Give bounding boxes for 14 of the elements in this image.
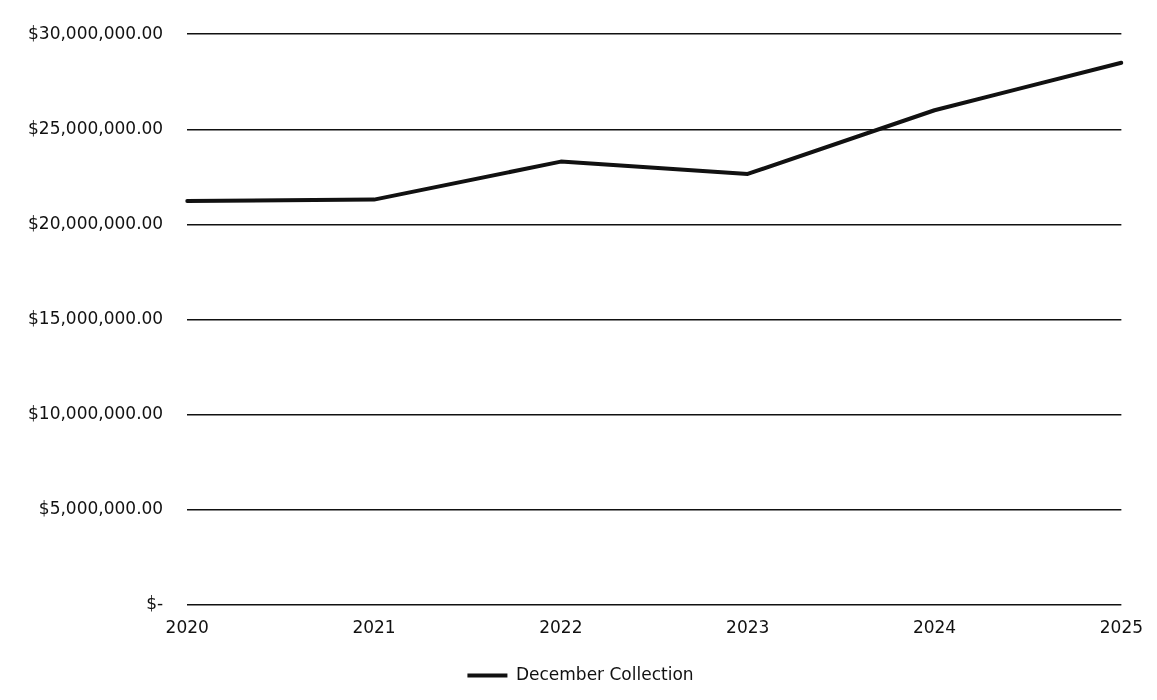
x-tick-label: 2025 (1099, 617, 1143, 638)
y-tick-label: $20,000,000.00 (28, 212, 164, 233)
x-tick-label: 2023 (726, 617, 770, 638)
legend-label: December Collection (515, 663, 694, 684)
x-tick-label: 2020 (165, 617, 209, 638)
x-tick-label: 2021 (352, 617, 396, 638)
y-tick-label: $30,000,000.00 (28, 22, 164, 43)
y-tick-label: $- (146, 593, 164, 614)
y-tick-label: $10,000,000.00 (28, 402, 164, 423)
y-tick-label: $25,000,000.00 (28, 117, 164, 138)
x-tick-label: 2022 (539, 617, 583, 638)
x-tick-label: 2024 (912, 617, 957, 638)
y-tick-label: $5,000,000.00 (38, 497, 164, 518)
y-tick-label: $15,000,000.00 (28, 307, 164, 328)
